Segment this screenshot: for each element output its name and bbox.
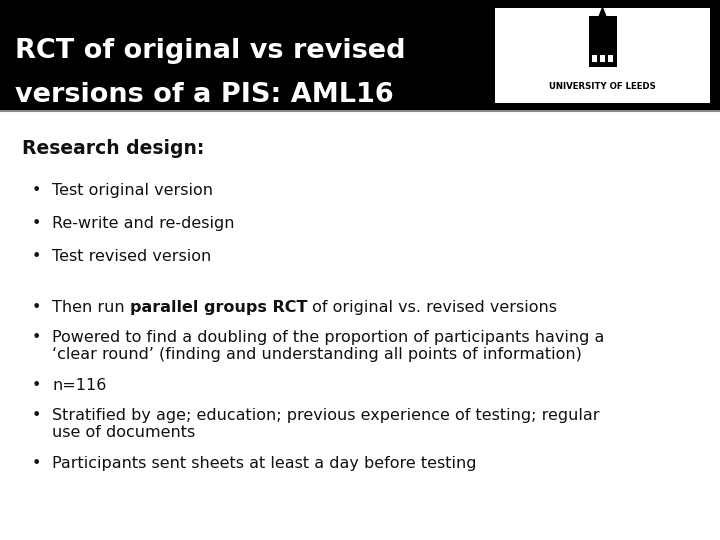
Polygon shape bbox=[598, 6, 606, 16]
Text: Powered to find a doubling of the proportion of participants having a
‘clear rou: Powered to find a doubling of the propor… bbox=[52, 330, 604, 362]
Bar bbox=[588, 16, 616, 67]
Text: n=116: n=116 bbox=[52, 377, 107, 393]
Text: •: • bbox=[32, 183, 41, 198]
Text: of original vs. revised versions: of original vs. revised versions bbox=[307, 300, 557, 315]
Text: •: • bbox=[32, 456, 41, 471]
Text: •: • bbox=[32, 408, 41, 423]
Text: Re-write and re-design: Re-write and re-design bbox=[52, 215, 235, 231]
Bar bbox=[0, 0, 720, 111]
Text: •: • bbox=[32, 377, 41, 393]
Text: RCT of original vs revised: RCT of original vs revised bbox=[15, 38, 405, 64]
Text: •: • bbox=[32, 300, 41, 315]
Bar bbox=[608, 55, 613, 62]
Text: Test original version: Test original version bbox=[52, 183, 213, 198]
Text: Then run: Then run bbox=[52, 300, 130, 315]
Text: Test revised version: Test revised version bbox=[52, 249, 211, 264]
Bar bbox=[600, 55, 605, 62]
Bar bbox=[592, 55, 597, 62]
Bar bbox=[495, 8, 710, 103]
Text: •: • bbox=[32, 249, 41, 264]
Text: versions of a PIS: AML16: versions of a PIS: AML16 bbox=[15, 82, 394, 108]
Text: UNIVERSITY OF LEEDS: UNIVERSITY OF LEEDS bbox=[549, 82, 656, 91]
Text: parallel groups RCT: parallel groups RCT bbox=[130, 300, 307, 315]
Text: •: • bbox=[32, 215, 41, 231]
Text: Participants sent sheets at least a day before testing: Participants sent sheets at least a day … bbox=[52, 456, 477, 471]
Text: Research design:: Research design: bbox=[22, 139, 204, 158]
Text: Stratified by age; education; previous experience of testing; regular
use of doc: Stratified by age; education; previous e… bbox=[52, 408, 600, 440]
Text: •: • bbox=[32, 330, 41, 345]
